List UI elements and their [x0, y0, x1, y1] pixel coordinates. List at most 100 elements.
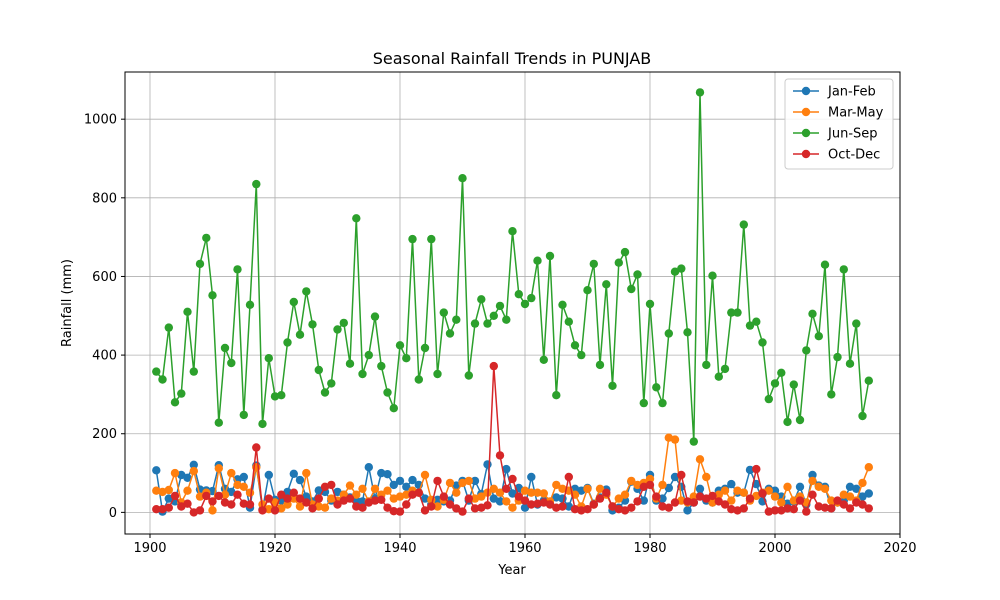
data-point-jun-sep: [327, 379, 336, 388]
data-point-mar-may: [658, 480, 667, 490]
data-point-jan-feb: [264, 470, 273, 480]
data-point-mar-may: [302, 468, 311, 478]
data-point-oct-dec: [408, 490, 417, 499]
data-point-jun-sep: [270, 392, 280, 401]
data-point-jun-sep: [283, 338, 292, 347]
data-point-mar-may: [770, 492, 780, 501]
data-point-jan-feb: [470, 476, 480, 486]
data-point-mar-may: [845, 492, 855, 501]
data-point-mar-may: [164, 485, 173, 495]
legend-label-jan-feb: Jan-Feb: [827, 85, 876, 100]
data-point-jun-sep: [470, 319, 480, 328]
data-point-jan-feb: [852, 484, 861, 493]
data-point-oct-dec: [664, 503, 673, 512]
data-point-jan-feb: [483, 460, 492, 469]
data-point-oct-dec: [308, 504, 317, 513]
data-point-mar-may: [689, 492, 698, 501]
data-point-jun-sep: [445, 329, 455, 338]
data-point-oct-dec: [520, 496, 530, 505]
data-point-mar-may: [320, 503, 330, 512]
data-point-jan-feb: [664, 483, 673, 493]
data-point-jun-sep: [158, 375, 167, 384]
data-point-mar-may: [358, 484, 367, 493]
data-point-jun-sep: [864, 376, 873, 385]
data-point-mar-may: [239, 482, 248, 491]
data-point-jan-feb: [858, 492, 867, 501]
data-point-jun-sep: [439, 308, 448, 317]
data-point-jun-sep: [627, 284, 636, 294]
data-point-jun-sep: [739, 220, 748, 229]
data-point-oct-dec: [420, 506, 430, 515]
data-point-oct-dec: [533, 499, 542, 508]
data-point-jun-sep: [458, 174, 467, 183]
x-tick-label: 1960: [508, 541, 541, 556]
data-point-jan-feb: [402, 482, 411, 491]
data-point-mar-may: [595, 484, 605, 493]
data-point-jun-sep: [789, 380, 798, 389]
data-point-jun-sep: [152, 367, 161, 376]
data-point-mar-may: [395, 492, 405, 501]
data-point-mar-may: [477, 492, 486, 501]
data-point-jan-feb: [189, 460, 198, 469]
data-point-mar-may: [764, 486, 773, 495]
data-point-oct-dec: [527, 500, 536, 509]
data-point-oct-dec: [627, 503, 636, 512]
data-point-oct-dec: [427, 502, 436, 511]
data-point-oct-dec: [620, 506, 630, 515]
legend-marker-oct-dec: [801, 149, 811, 159]
data-point-jun-sep: [345, 359, 355, 368]
data-point-jun-sep: [364, 350, 373, 360]
data-point-oct-dec: [358, 503, 367, 512]
data-point-jun-sep: [389, 404, 398, 413]
data-point-jun-sep: [395, 341, 405, 350]
chart-title: Seasonal Rainfall Trends in PUNJAB: [373, 49, 652, 68]
series-oct-dec: [152, 361, 873, 517]
data-point-jun-sep: [633, 270, 642, 279]
data-point-jun-sep: [552, 391, 561, 400]
data-point-oct-dec: [864, 504, 873, 513]
data-point-jan-feb: [508, 489, 517, 498]
data-point-mar-may: [789, 496, 798, 505]
data-point-mar-may: [720, 486, 730, 495]
data-point-oct-dec: [739, 504, 748, 513]
data-point-oct-dec: [745, 494, 755, 503]
data-point-oct-dec: [758, 489, 767, 498]
x-tick-label: 1940: [383, 541, 416, 556]
data-point-jun-sep: [277, 391, 286, 400]
data-point-oct-dec: [270, 506, 280, 515]
data-point-jun-sep: [708, 271, 717, 280]
data-point-oct-dec: [183, 499, 192, 508]
data-point-jun-sep: [520, 299, 530, 309]
data-point-jun-sep: [595, 360, 605, 370]
data-point-jun-sep: [264, 354, 273, 363]
data-point-oct-dec: [277, 490, 286, 499]
data-point-jun-sep: [545, 251, 555, 261]
data-point-oct-dec: [802, 507, 811, 516]
data-point-jun-sep: [302, 287, 311, 296]
data-point-oct-dec: [695, 492, 705, 501]
data-point-jan-feb: [183, 473, 192, 482]
data-point-jun-sep: [358, 369, 367, 379]
data-point-oct-dec: [377, 495, 386, 504]
y-tick-label: 1000: [84, 113, 117, 128]
data-point-jun-sep: [170, 398, 180, 407]
data-point-jun-sep: [652, 383, 661, 392]
data-point-jun-sep: [820, 260, 830, 269]
data-point-jan-feb: [527, 472, 536, 482]
data-point-jun-sep: [583, 286, 592, 295]
data-point-jun-sep: [408, 234, 417, 244]
data-point-mar-may: [370, 484, 380, 493]
legend-marker-jun-sep: [801, 128, 811, 138]
y-tick-label: 400: [92, 349, 117, 364]
data-point-oct-dec: [433, 476, 442, 486]
data-point-jun-sep: [770, 379, 780, 388]
data-point-oct-dec: [595, 494, 605, 503]
data-point-oct-dec: [458, 507, 467, 516]
data-point-mar-may: [645, 474, 655, 484]
data-point-mar-may: [420, 470, 430, 480]
data-point-jun-sep: [483, 319, 492, 328]
data-point-jan-feb: [845, 482, 855, 491]
data-point-mar-may: [539, 489, 548, 498]
data-point-mar-may: [583, 484, 592, 493]
data-point-mar-may: [733, 486, 742, 495]
